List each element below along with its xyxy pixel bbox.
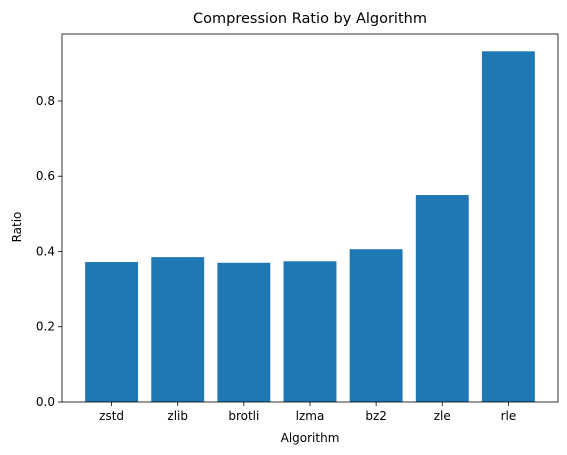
bar-zlib (151, 257, 204, 402)
y-tick-label: 0.0 (36, 395, 55, 409)
y-tick-label: 0.6 (36, 169, 55, 183)
x-tick-label: zstd (99, 409, 124, 423)
y-tick-label: 0.4 (36, 244, 55, 258)
x-tick-label: rle (501, 409, 517, 423)
x-tick-label: brotli (228, 409, 259, 423)
x-tick-label: zlib (167, 409, 188, 423)
x-tick-label: lzma (296, 409, 325, 423)
bar-zle (416, 195, 469, 402)
x-tick-label: zle (434, 409, 451, 423)
x-axis-ticks: zstd zlib brotli lzma bz2 zle rle (99, 402, 516, 423)
bar-lzma (284, 261, 337, 402)
y-tick-label: 0.8 (36, 94, 55, 108)
bar-bz2 (350, 249, 403, 402)
chart-title: Compression Ratio by Algorithm (193, 11, 427, 27)
y-axis-ticks: 0.0 0.2 0.4 0.6 0.8 (36, 94, 62, 409)
x-tick-label: bz2 (365, 409, 387, 423)
x-axis-label: Algorithm (281, 431, 340, 445)
y-tick-label: 0.2 (36, 320, 55, 334)
bar-rle (482, 51, 535, 402)
bars-group (85, 51, 535, 402)
y-axis-label: Ratio (10, 212, 24, 243)
bar-zstd (85, 262, 138, 402)
bar-brotli (217, 263, 270, 402)
